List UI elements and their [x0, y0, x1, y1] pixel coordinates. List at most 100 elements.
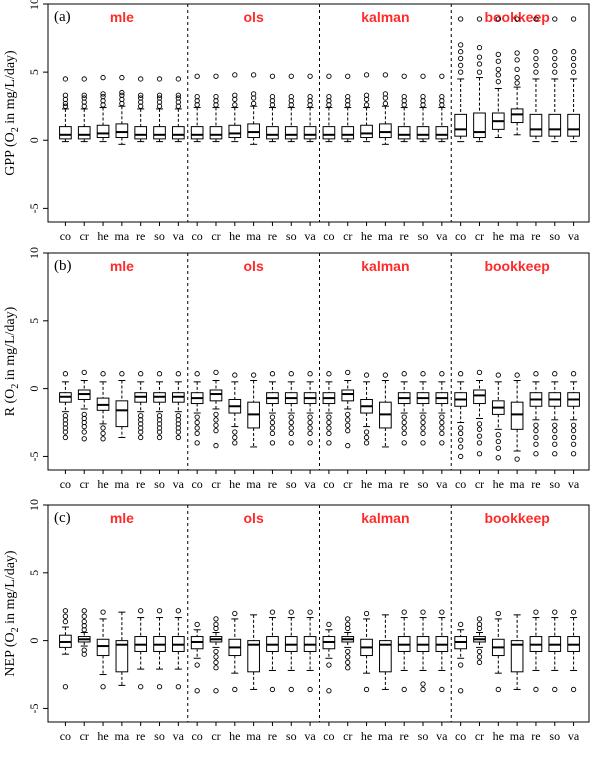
outlier-point	[213, 442, 219, 449]
x-tick-label: cr	[80, 229, 89, 243]
outlier-point	[138, 684, 144, 690]
x-tick-label: so	[154, 477, 165, 491]
outlier-point	[382, 91, 389, 97]
box-iqr	[510, 640, 524, 673]
outlier-point	[62, 103, 69, 109]
y-tick-label: -5	[27, 451, 41, 461]
box-kalman-so	[416, 609, 430, 693]
outlier-point	[495, 610, 501, 617]
box-mle-ma	[115, 611, 129, 686]
outlier-point	[570, 49, 577, 55]
panel-label: (c)	[54, 510, 71, 526]
outlier-point	[119, 92, 125, 98]
outlier-point	[495, 686, 501, 693]
outlier-point	[194, 94, 200, 100]
outlier-point	[476, 451, 483, 457]
box-bookkeep-so	[548, 16, 562, 143]
outlier-point	[458, 621, 464, 627]
y-axis-title-subscript: 2	[10, 127, 21, 132]
outlier-point	[288, 94, 294, 100]
box-mle-cr	[77, 369, 91, 442]
x-tick-label: cr	[343, 229, 352, 243]
x-tick-label: re	[531, 477, 540, 491]
outlier-point	[62, 92, 69, 98]
outlier-point	[269, 419, 276, 426]
outlier-point	[533, 371, 539, 377]
outlier-point	[401, 440, 407, 446]
x-tick-label: ma	[378, 229, 393, 243]
outlier-point	[213, 616, 219, 622]
outlier-point	[401, 686, 407, 693]
outlier-point	[363, 102, 370, 108]
x-tick-label: he	[361, 229, 372, 243]
x-tick-label: va	[304, 477, 316, 491]
outlier-point	[345, 369, 351, 375]
outlier-point	[307, 414, 313, 420]
outlier-point	[533, 422, 539, 428]
x-tick-label: co	[191, 729, 202, 743]
outlier-point	[250, 72, 257, 78]
outlier-point	[495, 16, 501, 22]
x-tick-label: so	[286, 229, 297, 243]
x-tick-label: re	[136, 729, 145, 743]
x-tick-label: he	[97, 477, 108, 491]
box-ols-co	[190, 371, 204, 446]
x-tick-label: co	[60, 477, 71, 491]
outlier-point	[345, 616, 351, 622]
box-ols-so	[284, 609, 298, 693]
outlier-point	[213, 428, 219, 434]
outlier-point	[232, 434, 238, 441]
x-tick-label: re	[531, 229, 540, 243]
outlier-point	[156, 608, 163, 614]
outlier-point	[100, 94, 106, 100]
box-mle-cr	[77, 76, 91, 143]
outlier-point	[100, 436, 106, 442]
outlier-point	[156, 92, 163, 98]
outlier-point	[458, 444, 464, 450]
outlier-point	[514, 50, 520, 56]
outlier-point	[458, 62, 464, 68]
x-tick-label: so	[286, 477, 297, 491]
outlier-point	[458, 662, 464, 668]
outlier-point	[458, 42, 464, 48]
outlier-point	[382, 372, 389, 378]
outlier-point	[175, 95, 181, 101]
box-bookkeep-he	[491, 372, 505, 461]
outlier-point	[100, 74, 106, 81]
outlier-point	[570, 434, 577, 441]
x-tick-label: ma	[246, 729, 261, 743]
x-tick-label: va	[568, 477, 580, 491]
box-iqr	[172, 126, 185, 140]
box-kalman-co	[322, 73, 336, 143]
x-tick-label: co	[60, 729, 71, 743]
outlier-point	[288, 609, 294, 615]
outlier-point	[552, 69, 558, 75]
y-tick-label: -5	[27, 203, 41, 213]
box-ols-he	[228, 372, 242, 446]
outlier-point	[345, 654, 351, 660]
panel-label: (a)	[54, 9, 71, 25]
x-tick-label: cr	[211, 729, 220, 743]
outlier-point	[363, 92, 370, 98]
outlier-point	[476, 16, 483, 22]
outlier-point	[156, 371, 163, 377]
outlier-point	[269, 371, 276, 377]
outlier-point	[439, 371, 445, 377]
box-bookkeep-co	[454, 371, 467, 460]
outlier-point	[250, 372, 257, 378]
x-tick-label: cr	[475, 229, 484, 243]
box-kalman-va	[435, 73, 449, 143]
method-label: mle	[110, 258, 134, 274]
x-tick-label: ma	[510, 729, 525, 743]
outlier-point	[345, 428, 351, 434]
outlier-point	[439, 430, 445, 437]
outlier-point	[420, 686, 426, 693]
outlier-point	[420, 414, 426, 420]
outlier-point	[476, 421, 483, 427]
outlier-point	[420, 73, 426, 79]
x-tick-label: so	[549, 729, 560, 743]
box-iqr	[115, 640, 129, 673]
outlier-point	[495, 372, 501, 378]
outlier-point	[570, 609, 577, 615]
outlier-point	[269, 609, 276, 615]
